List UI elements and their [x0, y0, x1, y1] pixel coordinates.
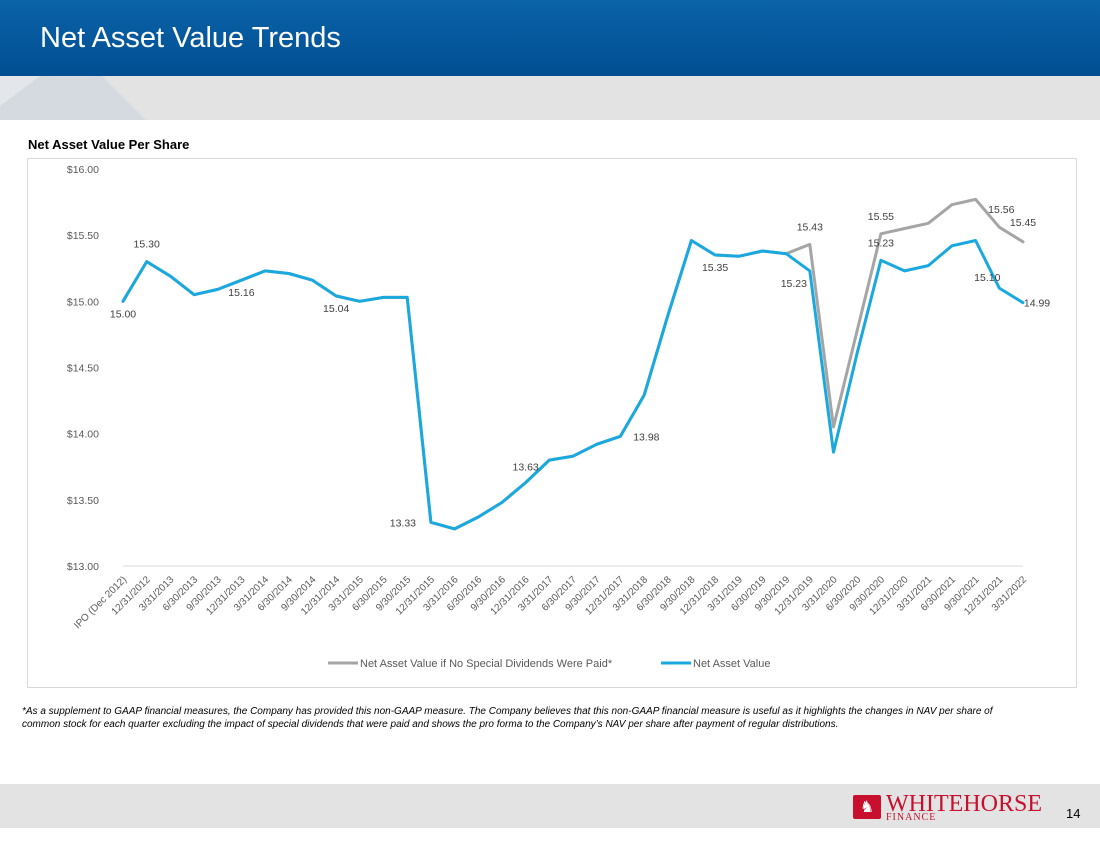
y-tick-label: $13.00	[67, 561, 99, 573]
data-label: 15.16	[228, 287, 254, 299]
data-label: 13.63	[512, 462, 538, 474]
data-label: 13.98	[633, 431, 659, 443]
data-label: 15.55	[868, 211, 894, 223]
y-tick-label: $13.50	[67, 495, 99, 507]
header-bar: Net Asset Value Trends	[0, 0, 1100, 76]
page-number: 14	[1066, 806, 1081, 821]
data-label: 15.56	[988, 204, 1014, 216]
y-tick-label: $14.00	[67, 429, 99, 441]
y-tick-label: $15.00	[67, 296, 99, 308]
chart-container: $13.00 $13.50 $14.00 $14.50 $15.00 $15.50 $16.…	[27, 158, 1077, 688]
company-logo: ♞ WHITEHORSE FINANCE	[853, 791, 1043, 823]
data-label: 15.23	[868, 237, 894, 249]
legend-entry: Net Asset Value if No Special Dividends …	[360, 658, 613, 670]
y-tick-label: $14.50	[67, 363, 99, 375]
data-label: 15.00	[110, 308, 136, 320]
y-tick-label: $16.00	[67, 164, 99, 176]
data-label: 15.35	[702, 262, 728, 274]
footer-bar	[0, 784, 1100, 828]
logo-wordmark: WHITEHORSE	[886, 791, 1042, 817]
data-label: 15.45	[1010, 217, 1036, 229]
legend-entry: Net Asset Value	[693, 658, 770, 670]
data-label: 15.04	[323, 303, 349, 315]
data-label: 15.30	[134, 239, 160, 251]
data-label: 14.99	[1024, 298, 1050, 310]
header-band-stripe	[0, 76, 146, 120]
horse-icon: ♞	[853, 795, 881, 819]
series-line-nav	[121, 239, 1025, 531]
y-tick-label: $15.50	[67, 230, 99, 242]
data-label: 15.10	[974, 272, 1000, 284]
page-title: Net Asset Value Trends	[40, 22, 341, 54]
nav-line-chart: $13.00 $13.50 $14.00 $14.50 $15.00 $15.50 $16.…	[67, 164, 1050, 670]
data-label: 15.23	[781, 278, 807, 290]
data-label: 15.43	[797, 221, 823, 233]
data-label: 13.33	[390, 517, 416, 529]
chart-title: Net Asset Value Per Share	[28, 137, 190, 152]
logo-subtitle: FINANCE	[886, 812, 937, 823]
header-band	[0, 76, 1100, 120]
footnote: *As a supplement to GAAP financial measu…	[22, 706, 993, 730]
